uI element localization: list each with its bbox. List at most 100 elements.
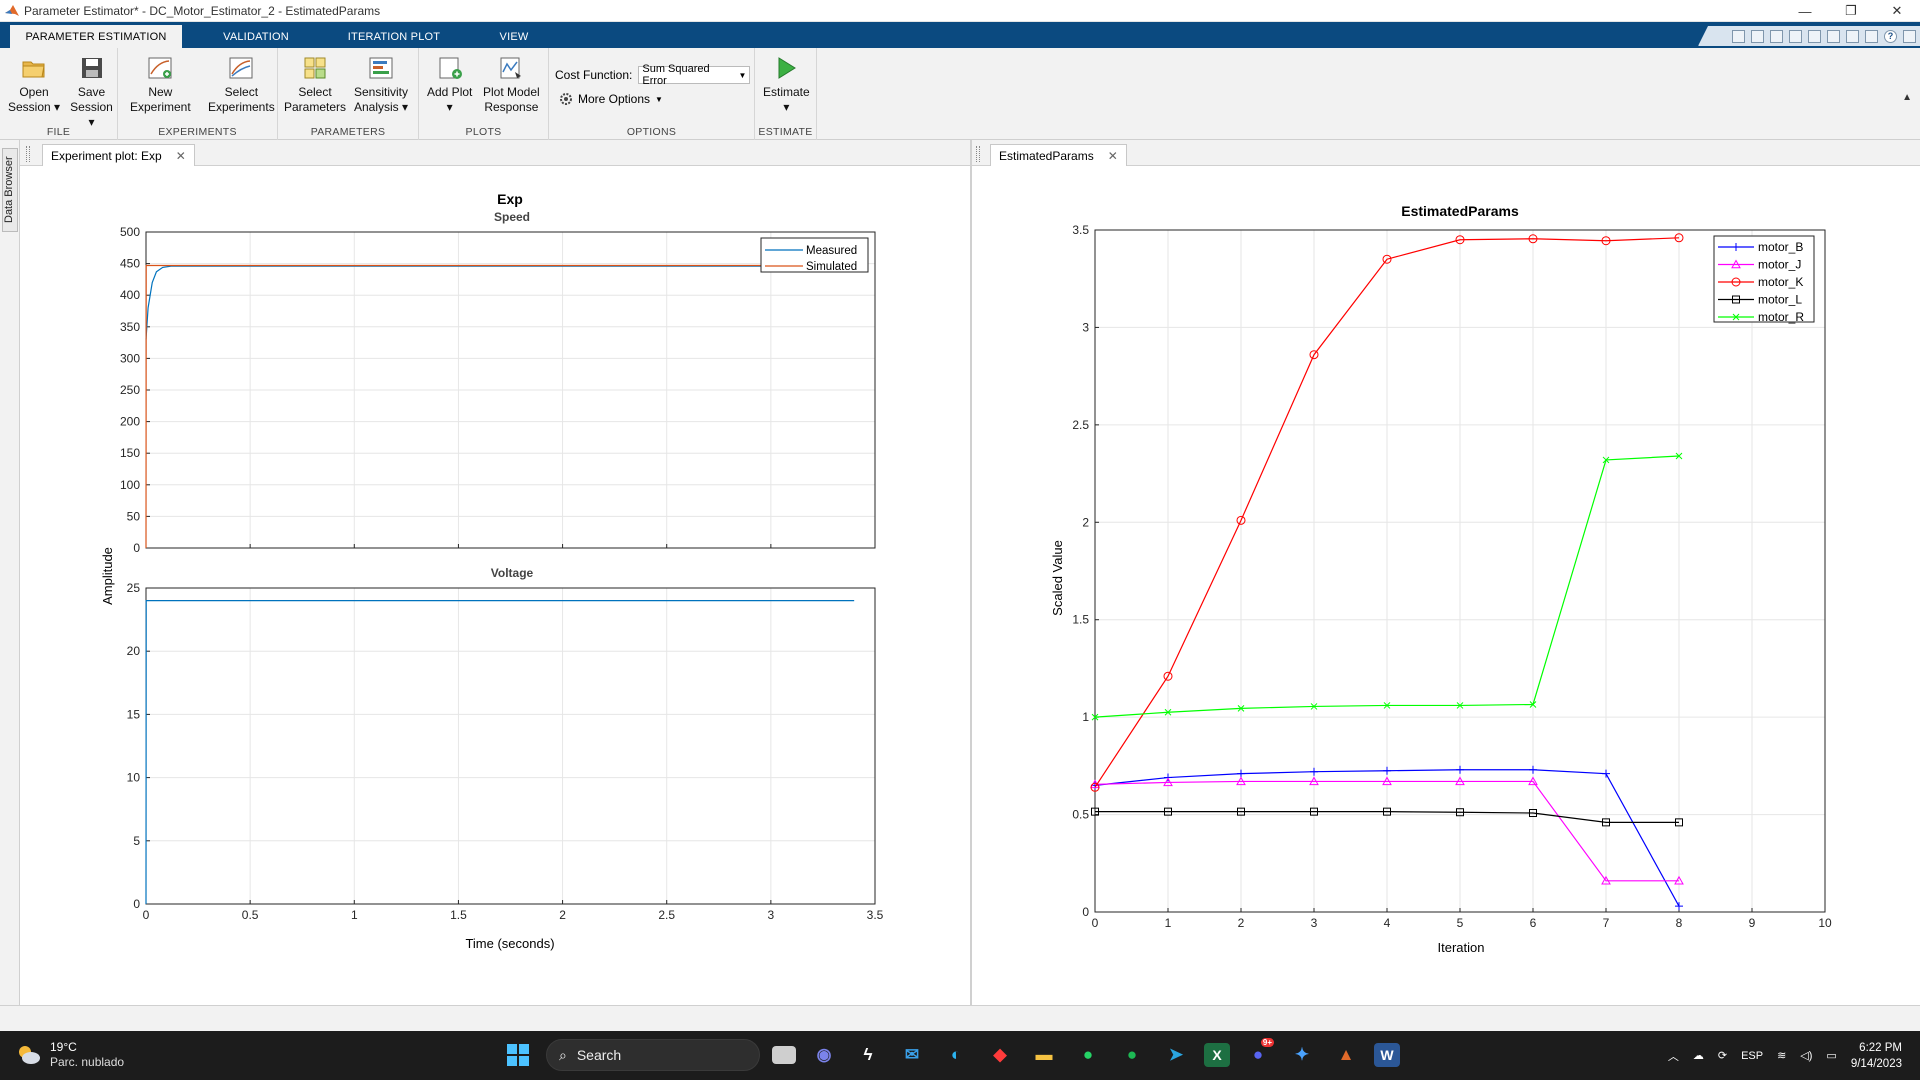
tab-experiment-plot-label: Experiment plot: Exp <box>51 148 162 163</box>
task-view-icon[interactable] <box>772 1046 796 1064</box>
mail-icon[interactable]: ✉ <box>904 1045 920 1064</box>
restore-button[interactable]: ❐ <box>1845 3 1857 18</box>
help-icon[interactable]: ? <box>1884 29 1897 43</box>
drag-grip-icon[interactable] <box>26 146 30 162</box>
tab-parameter-estimation[interactable]: PARAMETER ESTIMATION <box>10 25 182 48</box>
square-marker <box>1091 807 1099 816</box>
start-icon[interactable] <box>502 1038 534 1072</box>
y-tick-label: 20 <box>127 644 141 658</box>
more-options-label: More Options <box>578 92 651 106</box>
triangle-marker <box>1674 875 1684 885</box>
copy-icon[interactable] <box>1770 29 1783 43</box>
layout-icon[interactable] <box>1846 29 1859 43</box>
plus-marker <box>1602 769 1610 778</box>
paste-icon[interactable] <box>1789 29 1802 43</box>
x-tick-label: 3 <box>768 908 775 922</box>
tab-estimated-params[interactable]: EstimatedParams ✕ <box>990 144 1127 166</box>
sensitivity-analysis-button[interactable]: Sensitivity Analysis ▾ <box>354 54 408 115</box>
bluetooth-app-icon[interactable]: ✦ <box>1294 1045 1310 1064</box>
minimize-button[interactable]: — <box>1798 3 1812 19</box>
new-experiment-button[interactable]: New Experiment <box>130 54 191 115</box>
add-plot-button[interactable]: Add Plot ▾ <box>427 54 472 115</box>
x-tick-label: 1 <box>351 908 358 922</box>
data-browser-tab[interactable]: Data Browser <box>2 148 18 232</box>
tab-validation[interactable]: VALIDATION <box>223 30 289 43</box>
matlab-icon[interactable]: ▲ <box>1337 1045 1355 1064</box>
panel-splitter[interactable] <box>970 140 972 1005</box>
undo-icon[interactable] <box>1808 29 1821 43</box>
cost-function-value: Sum Squared Error <box>642 63 710 87</box>
drag-grip-icon[interactable] <box>976 146 980 162</box>
square-marker <box>1675 818 1683 827</box>
office-app-icon[interactable]: ◆ <box>993 1045 1007 1064</box>
params-legend: motor_B motor_J motor_K motor_L motor_R <box>1713 235 1815 324</box>
save-icon <box>81 58 102 78</box>
redo-icon[interactable] <box>1827 29 1840 43</box>
cloud-icon[interactable]: ☁ <box>1692 1050 1704 1062</box>
clock[interactable]: 6:22 PM 9/14/2023 <box>1851 1040 1902 1072</box>
folder-open-icon <box>22 61 45 78</box>
plot-model-response-button[interactable]: Plot Model Response <box>483 54 540 115</box>
save-icon[interactable] <box>1732 29 1745 43</box>
spotify-icon[interactable]: ● <box>1126 1045 1138 1064</box>
file-explorer-icon[interactable]: ▬ <box>1035 1045 1053 1064</box>
title-bar: Parameter Estimator* - DC_Motor_Estimato… <box>0 0 1920 22</box>
dropdown-icon[interactable] <box>1903 29 1916 43</box>
cut-icon[interactable] <box>1751 29 1764 43</box>
more-options-button[interactable]: More Options ▼ <box>559 92 663 106</box>
params-ylabel: Scaled Value <box>1050 540 1065 616</box>
plus-marker <box>1237 769 1245 778</box>
axes-box <box>145 587 876 905</box>
sync-icon[interactable]: ⟳ <box>1717 1050 1728 1062</box>
y-tick-label: 1.5 <box>1072 613 1089 627</box>
circle-marker <box>1455 235 1465 245</box>
left-panel-tabbar: Experiment plot: Exp ✕ <box>20 140 970 166</box>
y-tick-label: 0 <box>1082 905 1089 919</box>
chevron-up-icon[interactable]: ︿ <box>1667 1050 1679 1063</box>
teams-icon[interactable]: ◉ <box>816 1045 832 1064</box>
y-tick-label: 50 <box>127 509 141 523</box>
y-tick-label: 5 <box>133 834 140 848</box>
tab-view[interactable]: VIEW <box>499 30 529 43</box>
discord-icon[interactable]: ● 9+ <box>1252 1038 1274 1064</box>
taskbar-search[interactable]: ⌕ Search <box>546 1039 760 1071</box>
save-session-button[interactable]: Save Session ▾ <box>66 54 117 130</box>
tab-estimated-params-label: EstimatedParams <box>999 148 1094 163</box>
cost-function-row: Cost Function: Sum Squared Error ▼ <box>555 63 751 87</box>
word-icon[interactable]: W <box>1374 1043 1400 1067</box>
collapse-toolstrip-icon[interactable]: ▲ <box>1902 92 1912 103</box>
edge-icon[interactable]: ◐ <box>950 1045 962 1064</box>
cost-function-label: Cost Function: <box>555 68 633 82</box>
x-marker <box>1732 313 1740 321</box>
close-icon[interactable]: ✕ <box>175 148 186 163</box>
weather-temp: 19°C <box>50 1040 77 1054</box>
estimate-button[interactable]: Estimate ▾ <box>763 54 810 115</box>
tab-experiment-plot[interactable]: Experiment plot: Exp ✕ <box>42 144 195 166</box>
lightning-app-icon[interactable]: ϟ <box>863 1045 873 1064</box>
whatsapp-icon[interactable]: ● <box>1082 1045 1094 1064</box>
experiments-group: New Experiment Select Experiments EXPERI… <box>118 48 278 140</box>
language-indicator[interactable]: ESP <box>1741 1049 1764 1062</box>
right-panel-tabbar: EstimatedParams ✕ <box>972 140 1920 166</box>
window-icon[interactable] <box>1865 29 1878 43</box>
y-tick-label: 2.5 <box>1072 418 1089 432</box>
open-session-button[interactable]: Open Session ▾ <box>8 54 60 115</box>
wifi-icon[interactable]: ≋ <box>1777 1050 1787 1062</box>
experiment-plot-panel: Experiment plot: Exp ✕ Exp Speed Voltage… <box>20 140 970 1005</box>
tab-iteration-plot[interactable]: ITERATION PLOT <box>347 30 441 43</box>
x-tick-label: 10 <box>1818 916 1832 930</box>
weather-widget[interactable]: 19°C Parc. nublado <box>16 1040 124 1069</box>
select-parameters-button[interactable]: Select Parameters <box>284 54 346 115</box>
left-ylabel: Amplitude <box>100 547 115 605</box>
select-experiments-button[interactable]: Select Experiments <box>208 54 275 115</box>
battery-icon[interactable]: ▭ <box>1826 1050 1837 1062</box>
parameters-grid-icon <box>304 57 326 79</box>
close-button[interactable]: ✕ <box>1891 3 1903 18</box>
volume-icon[interactable]: ◁) <box>1800 1050 1813 1062</box>
close-icon[interactable]: ✕ <box>1107 148 1118 163</box>
cost-function-select[interactable]: Sum Squared Error ▼ <box>638 63 751 87</box>
voltage-series <box>145 600 855 905</box>
y-tick-label: 500 <box>120 225 140 239</box>
excel-icon[interactable]: X <box>1204 1043 1230 1067</box>
telegram-icon[interactable]: ➤ <box>1168 1045 1184 1064</box>
